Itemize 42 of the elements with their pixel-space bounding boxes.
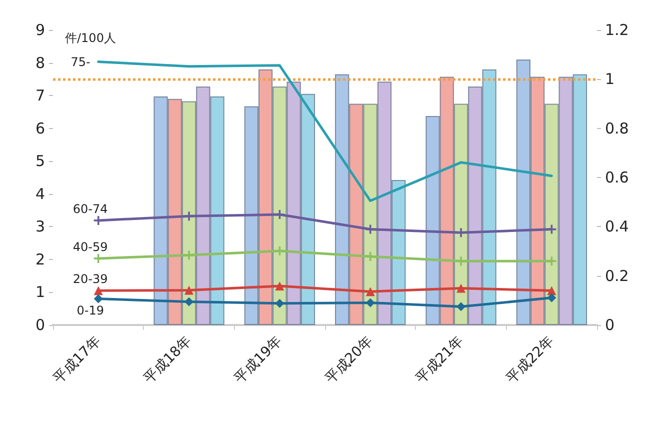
- y2-tick-label: 0: [605, 316, 615, 334]
- point: [456, 302, 466, 312]
- point: [184, 286, 194, 295]
- y-tick-label: 9: [35, 21, 45, 39]
- point: [184, 297, 194, 306]
- x-tick-label: 平成21年: [413, 333, 467, 387]
- series-label: 60-74: [72, 202, 108, 216]
- series-label: 75-: [70, 54, 90, 69]
- series-label: 40-59: [72, 240, 108, 254]
- point: [366, 287, 375, 296]
- point: [275, 281, 284, 290]
- series-label: 20-39: [72, 272, 108, 286]
- y-tick-label: 0: [35, 316, 45, 334]
- y-tick-label: 8: [35, 54, 45, 72]
- point: [94, 294, 103, 304]
- point: [184, 212, 194, 221]
- y2-tick-label: 0.2: [605, 266, 629, 285]
- y-tick-label: 1: [35, 283, 45, 302]
- line-series: [97, 60, 553, 202]
- y-tick-label: 6: [35, 119, 45, 138]
- point: [547, 293, 556, 302]
- y-tick-label: 5: [35, 152, 45, 170]
- point: [94, 286, 103, 296]
- y2-tick-label: 1.2: [605, 21, 629, 39]
- x-tick-label: 平成17年: [50, 333, 104, 387]
- y-tick-label: 3: [35, 218, 45, 236]
- point: [547, 286, 556, 296]
- point: [275, 298, 284, 308]
- y-tick-label: 7: [35, 86, 45, 105]
- point: [456, 284, 466, 293]
- x-tick-label: 平成20年: [322, 333, 376, 387]
- x-tick-label: 平成19年: [232, 333, 286, 387]
- x-tick-label: 平成18年: [141, 333, 195, 387]
- y-tick-label: 4: [35, 184, 45, 203]
- y-axis-title: 件/100人: [65, 31, 116, 45]
- y2-tick-label: 1: [605, 70, 615, 88]
- y-tick-label: 2: [35, 250, 45, 268]
- y2-tick-label: 0.4: [605, 218, 629, 236]
- x-tick-label: 平成22年: [504, 333, 558, 387]
- y2-tick-label: 0.8: [605, 119, 629, 138]
- series-label: 0-19: [76, 303, 104, 318]
- y2-tick-label: 0.6: [605, 168, 629, 186]
